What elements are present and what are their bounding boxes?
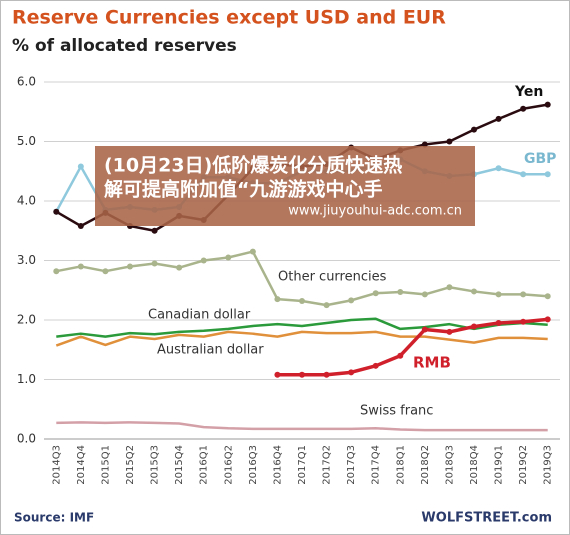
point (348, 297, 355, 304)
point (225, 254, 232, 261)
overlay-box (95, 146, 475, 226)
x-tick-label: 2017Q3 (346, 445, 357, 485)
y-tick-label: 2.0 (17, 313, 36, 327)
point (544, 316, 551, 323)
point (495, 319, 502, 326)
series-label: Yen (514, 84, 543, 100)
point (372, 290, 379, 297)
series-label: Australian dollar (157, 343, 264, 358)
point (446, 284, 453, 291)
overlay-text: (10月23日)低阶爆炭化分质快速热 (104, 154, 402, 177)
point (372, 362, 379, 369)
x-tick-label: 2018Q1 (395, 445, 406, 485)
x-tick-label: 2017Q1 (297, 445, 308, 485)
x-tick-label: 2015Q1 (100, 445, 111, 485)
y-tick-label: 5.0 (17, 134, 36, 148)
y-tick-label: 0.0 (17, 432, 36, 446)
point (176, 264, 183, 271)
x-tick-label: 2015Q4 (174, 445, 185, 485)
x-tick-label: 2016Q1 (199, 445, 210, 485)
x-tick-label: 2014Q4 (76, 445, 87, 485)
point (520, 105, 527, 112)
point (348, 369, 355, 376)
point (77, 263, 84, 270)
series-label: Canadian dollar (148, 308, 251, 323)
point (421, 141, 428, 148)
y-tick-label: 3.0 (17, 253, 36, 267)
x-tick-label: 2014Q3 (51, 445, 62, 485)
chart-title: Reserve Currencies except USD and EUR (12, 7, 446, 29)
point (421, 291, 428, 298)
series-line (55, 330, 548, 347)
point (299, 297, 305, 304)
series-label: Other currencies (278, 270, 387, 285)
point (544, 171, 551, 178)
point (53, 268, 60, 275)
point (544, 101, 551, 108)
x-tick-label: 2015Q2 (125, 445, 136, 485)
x-tick-label: 2017Q4 (371, 445, 382, 485)
point (77, 222, 84, 229)
point (249, 248, 256, 255)
overlay-url: www.jiuyouhui-adc.com.cn (288, 204, 462, 219)
x-tick-label: 2019Q2 (518, 445, 529, 485)
x-tick-label: 2018Q4 (469, 445, 480, 485)
series-label: RMB (413, 354, 451, 372)
series-label: Swiss franc (360, 404, 433, 419)
y-tick-label: 1.0 (17, 372, 36, 386)
series-label: GBP (524, 151, 556, 167)
x-tick-label: 2016Q4 (272, 445, 283, 485)
point (495, 115, 502, 122)
x-tick-label: 2016Q2 (223, 445, 234, 485)
point (397, 289, 404, 296)
point (471, 288, 477, 295)
y-tick-label: 6.0 (17, 75, 36, 89)
point (299, 371, 305, 378)
point (102, 268, 109, 275)
x-tick-label: 2015Q3 (150, 445, 161, 485)
point (544, 293, 551, 300)
point (421, 326, 428, 333)
point (520, 291, 527, 298)
overlay-text: 解可提高附加值“九游游戏中心手 (104, 178, 383, 201)
point (446, 328, 453, 335)
point (446, 138, 453, 145)
point (127, 263, 133, 270)
point (53, 208, 60, 215)
x-tick-label: 2019Q3 (543, 445, 554, 485)
point (323, 302, 330, 309)
point (151, 227, 158, 234)
chart-subtitle: % of allocated reserves (12, 36, 237, 56)
x-tick-label: 2019Q1 (494, 445, 505, 485)
x-tick-label: 2018Q3 (444, 445, 455, 485)
point (495, 165, 502, 172)
point (274, 371, 281, 378)
series-line (56, 421, 548, 432)
point (77, 163, 84, 170)
point (323, 371, 330, 378)
point (274, 296, 281, 303)
point (200, 257, 207, 264)
x-tick-label: 2018Q2 (420, 445, 431, 485)
point (151, 260, 158, 267)
x-tick-label: 2017Q2 (322, 445, 333, 485)
point (397, 352, 404, 359)
source: Source: IMF (14, 511, 94, 525)
x-tick-label: 2016Q3 (248, 445, 259, 485)
series-line (277, 317, 548, 377)
credit: WOLFSTREET.com (421, 511, 552, 526)
y-tick-label: 4.0 (17, 194, 36, 208)
point (495, 291, 502, 298)
point (471, 323, 477, 330)
point (520, 318, 527, 325)
point (471, 126, 477, 133)
point (520, 171, 527, 178)
